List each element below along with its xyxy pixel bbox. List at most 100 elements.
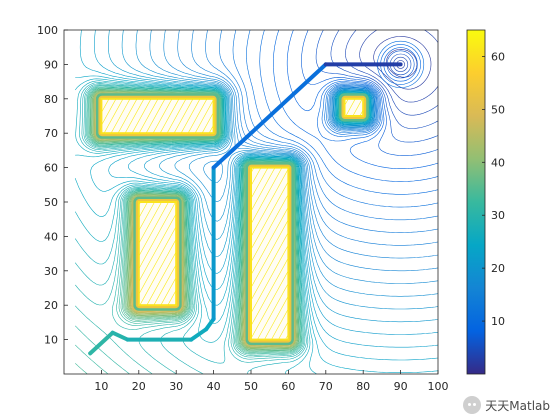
hatch-line: [160, 276, 177, 306]
contour-line: [301, 30, 438, 156]
colorbar-tick-label: 20: [491, 262, 505, 275]
hatch-line: [124, 98, 145, 134]
hatch-line: [138, 202, 176, 270]
obstacle-hatch: [101, 98, 214, 134]
y-tick-label: 100: [37, 24, 58, 37]
hatch-line: [110, 98, 131, 134]
contour-line: [286, 30, 438, 169]
hatch-line: [0, 202, 57, 305]
obstacle-hatch: [0, 202, 177, 306]
contour-line: [74, 84, 370, 374]
x-tick-label: 70: [319, 380, 333, 393]
hatch-line: [251, 167, 276, 212]
y-tick-label: 90: [44, 58, 58, 71]
path-segment: [204, 316, 216, 332]
colorbar-tick-label: 40: [491, 156, 505, 169]
hatch-line: [152, 98, 173, 134]
colorbar: 10 20 30 40 50 60: [466, 29, 505, 375]
contour-line: [232, 30, 438, 221]
hatch-line: [166, 98, 187, 134]
hatch-line: [139, 238, 177, 306]
hatch-line: [138, 98, 159, 134]
y-tick-label: 40: [44, 230, 58, 243]
hatch-line: [103, 98, 124, 134]
hatch-line: [251, 168, 289, 238]
obstacle: [343, 97, 365, 118]
hatch-line: [180, 98, 201, 134]
hatch-line: [7, 202, 64, 305]
contour-line: [135, 30, 438, 310]
hatch-line: [101, 98, 117, 126]
y-tick-label: 70: [44, 127, 58, 140]
y-axis-ticks: 10 20 30 40 50 60 70 80 90 100: [37, 24, 68, 347]
hatch-line: [138, 202, 155, 232]
hatch-line: [251, 180, 289, 251]
colorbar-gradient: [466, 29, 486, 375]
plot-area: 10 20 30 40 50 60 70 80 90 100 10 20 30 40 50 60 70 80 90…: [0, 24, 449, 393]
contour-line: [315, 30, 438, 143]
contour-line: [273, 30, 438, 182]
x-tick-label: 90: [394, 380, 408, 393]
hatch-line: [345, 98, 356, 117]
hatch-line: [344, 98, 349, 107]
contour-line: [177, 30, 438, 272]
hatch-line: [101, 98, 110, 114]
obstacle-halo: [133, 196, 182, 311]
hatch-line: [138, 213, 177, 283]
path-layer: [88, 62, 403, 356]
contour-line: [386, 49, 418, 78]
contour-line: [149, 30, 438, 297]
obstacle-group: [0, 40, 425, 346]
hatch-line: [271, 308, 289, 340]
path-segment: [110, 330, 130, 342]
hatch-line: [251, 218, 289, 289]
x-tick-label: 50: [244, 380, 258, 393]
y-tick-label: 20: [44, 299, 58, 312]
hatch-line: [173, 98, 194, 134]
obstacle-hatch: [251, 167, 289, 340]
colorbar-tick-label: 50: [491, 103, 505, 116]
contour-line: [205, 30, 438, 246]
obstacle-border: [248, 164, 292, 343]
hatch-line: [138, 225, 177, 295]
hatch-line: [131, 98, 152, 134]
y-tick-label: 50: [44, 196, 58, 209]
y-tick-label: 30: [44, 265, 58, 278]
contour-line: [94, 30, 438, 348]
hatch-line: [0, 202, 36, 305]
hatch-line: [194, 98, 214, 134]
watermark-text: 天天Matlab: [485, 398, 550, 413]
colorbar-ticks: 10 20 30 40 50 60: [482, 50, 505, 328]
path-segment: [189, 327, 209, 342]
hatch-line: [352, 98, 363, 117]
wechat-icon: [463, 396, 482, 414]
y-tick-label: 10: [44, 334, 58, 347]
hatch-line: [145, 98, 166, 134]
contour-line: [74, 86, 369, 374]
obstacle-hatch: [344, 98, 364, 117]
hatch-line: [201, 111, 214, 134]
hatch-line: [251, 244, 289, 314]
hatch-line: [251, 206, 289, 276]
hatch-line: [257, 282, 289, 340]
hatch-line: [187, 98, 208, 134]
hatch-line: [138, 202, 162, 245]
contour-line: [75, 75, 438, 373]
x-tick-label: 30: [169, 380, 183, 393]
hatch-line: [251, 269, 289, 340]
obstacle-halo: [95, 93, 220, 139]
hatch-line: [264, 295, 289, 340]
contour-line: [345, 30, 438, 116]
x-tick-label: 10: [94, 380, 108, 393]
hatch-line: [138, 202, 169, 257]
y-tick-label: 80: [44, 93, 58, 106]
watermark: 天天Matlab: [463, 396, 550, 414]
colorbar-tick-label: 10: [491, 315, 505, 328]
hatch-line: [251, 167, 269, 200]
hatch-line: [208, 124, 214, 134]
hatch-line: [251, 167, 283, 225]
hatch-line: [0, 202, 50, 305]
contour-line: [74, 78, 371, 374]
contour-line: [259, 30, 438, 195]
